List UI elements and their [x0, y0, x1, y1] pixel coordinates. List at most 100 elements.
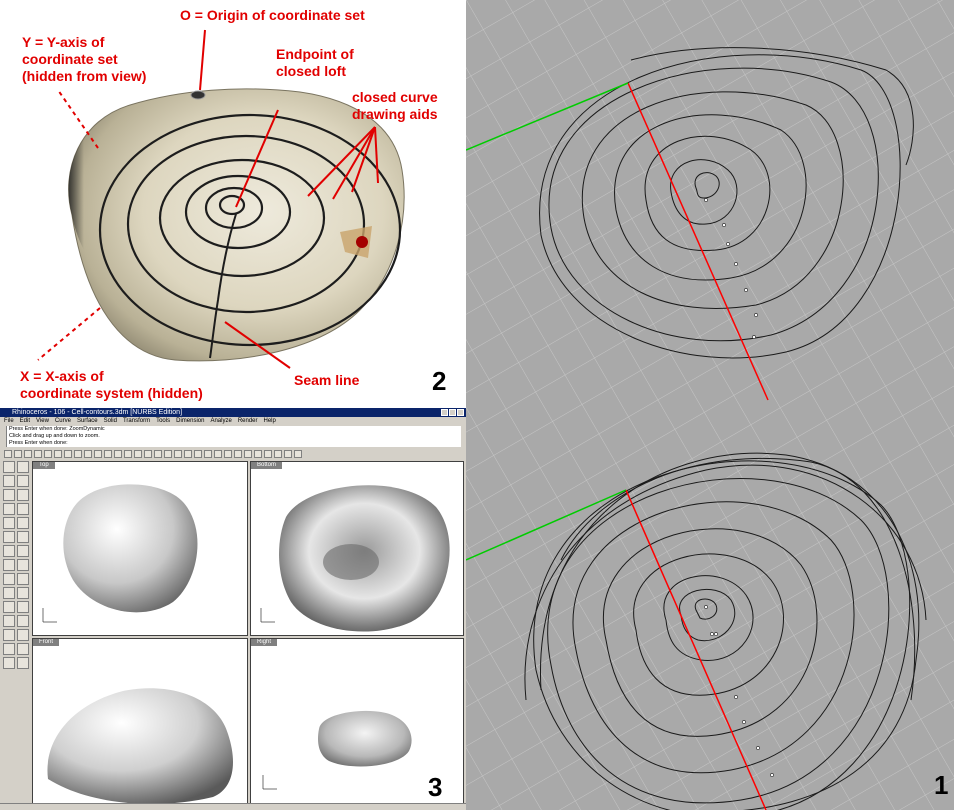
minimize-icon[interactable]: [441, 409, 448, 416]
toolbar-icon[interactable]: [294, 450, 302, 458]
tool-palette-icon[interactable]: [3, 573, 15, 585]
toolbar-icon[interactable]: [224, 450, 232, 458]
toolbar-icon[interactable]: [264, 450, 272, 458]
tool-palette-icon[interactable]: [17, 517, 29, 529]
command-prompt[interactable]: Press Enter when done:: [6, 440, 461, 447]
toolbar-icon[interactable]: [174, 450, 182, 458]
tool-palette-icon[interactable]: [3, 461, 15, 473]
tool-palette-icon[interactable]: [17, 643, 29, 655]
tool-palette-icon[interactable]: [3, 587, 15, 599]
tool-palette-icon[interactable]: [17, 601, 29, 613]
toolbar-icon[interactable]: [54, 450, 62, 458]
tool-palette-icon[interactable]: [3, 657, 15, 669]
viewport-label-top[interactable]: Top: [33, 462, 55, 469]
tool-palette-icon[interactable]: [17, 615, 29, 627]
viewport-bottom[interactable]: Bottom: [250, 461, 464, 636]
tool-palette-icon[interactable]: [3, 475, 15, 487]
tool-palette-icon[interactable]: [3, 643, 15, 655]
viewport-front[interactable]: Front: [32, 638, 248, 804]
maximize-icon[interactable]: [449, 409, 456, 416]
toolbar-icon[interactable]: [64, 450, 72, 458]
menu-transform[interactable]: Transform: [122, 418, 151, 424]
toolbar-icon[interactable]: [114, 450, 122, 458]
toolbar-icon[interactable]: [44, 450, 52, 458]
menu-analyze[interactable]: Analyze: [210, 418, 232, 424]
menu-surface[interactable]: Surface: [76, 418, 98, 424]
viewport-label-right[interactable]: Right: [251, 639, 278, 646]
tool-palette-icon[interactable]: [17, 503, 29, 515]
menu-tools[interactable]: Tools: [156, 418, 171, 424]
tool-palette-icon[interactable]: [17, 573, 29, 585]
toolbar-icon[interactable]: [254, 450, 262, 458]
toolbar-icon[interactable]: [184, 450, 192, 458]
panel-number-2: 2: [432, 366, 447, 396]
panel-number-1: 1: [934, 770, 949, 800]
toolbar-icon[interactable]: [244, 450, 252, 458]
tool-palette-icon[interactable]: [17, 461, 29, 473]
window-controls[interactable]: [441, 409, 464, 416]
toolbar-icon[interactable]: [204, 450, 212, 458]
toolbar-icon[interactable]: [34, 450, 42, 458]
toolbar-icon[interactable]: [94, 450, 102, 458]
toolbar-icon[interactable]: [164, 450, 172, 458]
toolbar-icon[interactable]: [134, 450, 142, 458]
command-history-1: Press Enter when done: ZoomDynamic: [6, 426, 461, 433]
rhino-panel: Rhinoceros - 106 - Cell-contours.3dm [NU…: [0, 408, 466, 810]
tool-palette-icon[interactable]: [17, 531, 29, 543]
menu-render[interactable]: Render: [237, 418, 258, 424]
command-history-2: Click and drag up and down to zoom.: [6, 433, 461, 440]
toolbar-icon[interactable]: [104, 450, 112, 458]
y-axis-label: Y = Y-axis of coordinate set (hidden fro…: [22, 34, 147, 84]
toolbar-icon[interactable]: [214, 450, 222, 458]
menu-dimension[interactable]: Dimension: [176, 418, 205, 424]
viewport-right[interactable]: Right: [250, 638, 464, 804]
tool-palette-icon[interactable]: [17, 559, 29, 571]
toolbar-icon[interactable]: [284, 450, 292, 458]
toolbar-icon[interactable]: [124, 450, 132, 458]
tool-palette-icon[interactable]: [17, 545, 29, 557]
axis-gizmo-icon: [260, 608, 275, 623]
toolbar-icon[interactable]: [14, 450, 22, 458]
viewport-top[interactable]: Top: [32, 461, 248, 636]
tool-palette-icon[interactable]: [3, 531, 15, 543]
closed-curves-label: closed curve drawing aids: [352, 89, 438, 122]
menu-bar: File Edit View Curve Surface Solid Trans…: [0, 417, 466, 425]
toolbar-icon[interactable]: [84, 450, 92, 458]
menu-file[interactable]: File: [4, 418, 14, 424]
origin-label: O = Origin of coordinate set: [180, 7, 365, 23]
tool-palette-icon[interactable]: [3, 601, 15, 613]
tool-palette-icon[interactable]: [3, 615, 15, 627]
toolbar-icon[interactable]: [4, 450, 12, 458]
tool-palette-icon[interactable]: [3, 503, 15, 515]
menu-view[interactable]: View: [36, 418, 49, 424]
toolbar-icon[interactable]: [74, 450, 82, 458]
close-icon[interactable]: [457, 409, 464, 416]
panel-number-3: 3: [428, 772, 443, 802]
model-top-view: [42, 484, 198, 623]
endpoint-label: Endpoint of closed loft: [276, 46, 354, 79]
status-bar: [0, 803, 466, 810]
tool-palette-icon[interactable]: [17, 587, 29, 599]
model-right-view: [262, 710, 412, 790]
menu-curve[interactable]: Curve: [54, 418, 71, 424]
viewport-label-front[interactable]: Front: [33, 639, 60, 646]
tool-palette-icon[interactable]: [17, 657, 29, 669]
toolbar-icon[interactable]: [154, 450, 162, 458]
menu-edit[interactable]: Edit: [19, 418, 31, 424]
tool-palette-icon[interactable]: [3, 629, 15, 641]
tool-palette-icon[interactable]: [3, 489, 15, 501]
toolbar-icon[interactable]: [274, 450, 282, 458]
menu-solid[interactable]: Solid: [103, 418, 117, 424]
tool-palette-icon[interactable]: [3, 517, 15, 529]
toolbar-icon[interactable]: [194, 450, 202, 458]
tool-palette-icon[interactable]: [3, 559, 15, 571]
tool-palette-icon[interactable]: [17, 489, 29, 501]
toolbar-icon[interactable]: [144, 450, 152, 458]
toolbar-icon[interactable]: [24, 450, 32, 458]
tool-palette-icon[interactable]: [17, 475, 29, 487]
menu-help[interactable]: Help: [263, 418, 276, 424]
tool-palette-icon[interactable]: [17, 629, 29, 641]
toolbar-icon[interactable]: [234, 450, 242, 458]
tool-palette-icon[interactable]: [3, 545, 15, 557]
viewport-label-bottom[interactable]: Bottom: [251, 462, 283, 469]
